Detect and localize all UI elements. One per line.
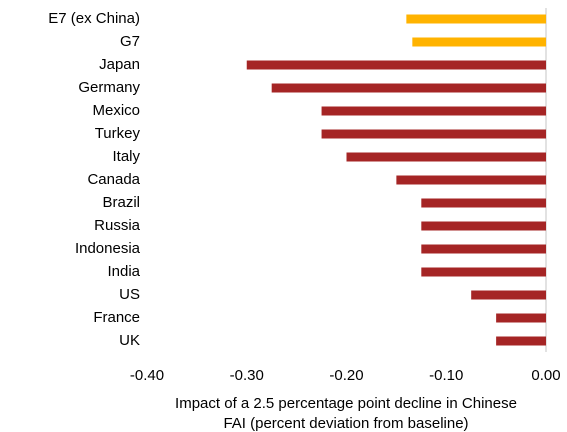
bar — [412, 37, 546, 47]
y-tick-label: Canada — [87, 171, 140, 188]
y-tick-label: E7 (ex China) — [48, 10, 140, 27]
y-tick-label: Russia — [94, 217, 141, 234]
y-tick-label: UK — [119, 332, 140, 349]
bar — [346, 152, 546, 162]
bar — [321, 106, 546, 116]
bar — [496, 313, 546, 323]
bar — [271, 83, 546, 93]
x-axis-title: FAI (percent deviation from baseline) — [223, 415, 468, 432]
x-axis-title: Impact of a 2.5 percentage point decline… — [175, 395, 517, 412]
bar — [421, 221, 546, 231]
y-tick-label: India — [107, 263, 140, 280]
y-tick-label: Mexico — [92, 102, 140, 119]
bar — [421, 244, 546, 254]
bar — [396, 175, 546, 185]
bar — [406, 14, 546, 24]
y-tick-label: Italy — [112, 148, 140, 165]
y-tick-label: Turkey — [95, 125, 141, 142]
bar — [246, 60, 546, 70]
y-tick-label: Germany — [78, 79, 140, 96]
y-tick-label: Brazil — [102, 194, 140, 211]
bar — [421, 267, 546, 277]
x-tick-label: 0.00 — [531, 367, 560, 384]
y-tick-label: Indonesia — [75, 240, 141, 257]
x-tick-label: -0.20 — [329, 367, 363, 384]
x-tick-label: -0.40 — [130, 367, 164, 384]
y-tick-label: France — [93, 309, 140, 326]
x-tick-label: -0.10 — [429, 367, 463, 384]
y-tick-label: US — [119, 286, 140, 303]
bar — [496, 336, 546, 346]
x-tick-label: -0.30 — [230, 367, 264, 384]
bar — [471, 290, 546, 300]
bar — [321, 129, 546, 139]
y-tick-label: Japan — [99, 56, 140, 73]
bar — [421, 198, 546, 208]
y-tick-label: G7 — [120, 33, 140, 50]
